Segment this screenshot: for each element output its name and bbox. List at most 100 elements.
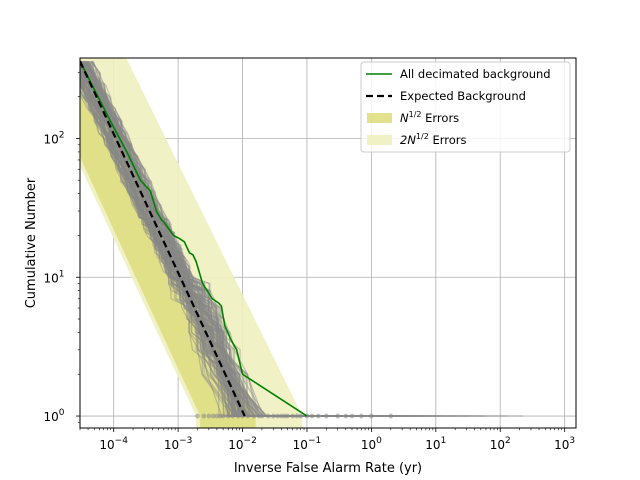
background-trial-line bbox=[80, 73, 524, 417]
background-trial-line bbox=[80, 84, 254, 417]
background-trial-endpoint bbox=[265, 413, 271, 419]
background-trial-line bbox=[80, 62, 353, 417]
background-trial-endpoint bbox=[315, 413, 321, 419]
legend-label: Expected Background bbox=[400, 89, 526, 103]
background-trial-line bbox=[81, 61, 437, 417]
background-trial-line bbox=[80, 75, 246, 417]
background-trial-line bbox=[80, 63, 308, 417]
background-trial-endpoint bbox=[285, 413, 290, 419]
x-tick-base: 10 bbox=[293, 438, 308, 452]
background-trial-line bbox=[81, 60, 256, 417]
x-tick-base: 10 bbox=[490, 438, 505, 452]
background-trial-endpoint bbox=[214, 413, 220, 419]
background-trial-endpoint bbox=[220, 413, 226, 419]
y-tick-exponent: 2 bbox=[59, 130, 65, 140]
background-trial-line bbox=[90, 61, 378, 417]
background-trial-line bbox=[80, 61, 251, 417]
background-trial-line bbox=[80, 70, 425, 417]
x-tick-exponent: −2 bbox=[244, 436, 257, 446]
legend-label-sup: 1/2 bbox=[416, 132, 429, 141]
background-trial-line bbox=[80, 63, 299, 417]
background-trial-endpoint bbox=[290, 413, 296, 419]
background-trial-endpoint bbox=[245, 413, 251, 419]
background-trial-line bbox=[84, 60, 244, 417]
background-trial-line bbox=[80, 77, 255, 417]
data-series bbox=[80, 60, 308, 417]
background-trial-line bbox=[80, 72, 247, 417]
legend: All decimated background Expected Backgro… bbox=[360, 61, 571, 153]
background-trial-endpoint bbox=[195, 413, 200, 419]
background-trial-line bbox=[80, 68, 262, 417]
background-trial-line bbox=[80, 67, 299, 417]
background-trial-line bbox=[80, 79, 277, 417]
y-tick-exponent: 1 bbox=[59, 269, 65, 279]
background-trial-line bbox=[80, 70, 243, 417]
x-tick-label: 10−2 bbox=[228, 436, 257, 452]
background-trial-endpoint bbox=[210, 413, 216, 419]
background-trial-endpoint bbox=[388, 413, 394, 419]
x-axis: 10−4 10−3 10−2 10−1 100 101 102 103 bbox=[79, 428, 575, 452]
x-tick-exponent: −4 bbox=[115, 436, 129, 446]
y-axis-label: Cumulative Number bbox=[24, 177, 39, 308]
background-trial-line bbox=[86, 61, 265, 417]
x-tick-exponent: 1 bbox=[441, 436, 447, 446]
y-tick-base: 10 bbox=[43, 271, 58, 285]
legend-label: 2N1/2 Errors bbox=[400, 132, 466, 147]
background-trial-line bbox=[80, 73, 246, 417]
error-bands bbox=[80, 58, 303, 428]
background-trial-line bbox=[80, 78, 403, 417]
background-trial-line bbox=[84, 60, 284, 417]
background-trial-line bbox=[80, 65, 328, 417]
background-trial-endpoint bbox=[201, 413, 207, 419]
legend-label: N1/2 Errors bbox=[400, 110, 459, 125]
error-band-2sigma bbox=[80, 58, 303, 428]
expected-background-line bbox=[80, 60, 246, 417]
background-trial-line bbox=[80, 88, 404, 417]
background-trial-line bbox=[82, 61, 277, 417]
x-tick-base: 10 bbox=[99, 438, 114, 452]
background-trial-endpoint bbox=[343, 413, 349, 419]
background-trial-line bbox=[83, 60, 262, 417]
background-trial-line bbox=[91, 61, 259, 417]
background-trial-endpoint bbox=[235, 413, 241, 419]
background-trial-line bbox=[86, 61, 252, 417]
background-trial-line bbox=[81, 61, 339, 417]
background-trial-endpoint bbox=[251, 413, 257, 419]
background-trial-line bbox=[87, 61, 245, 417]
background-trial-line bbox=[87, 61, 285, 417]
x-axis-label: Inverse False Alarm Rate (yr) bbox=[234, 461, 422, 476]
legend-label-prefix: 2N bbox=[400, 133, 416, 147]
background-trial-line bbox=[80, 75, 419, 417]
x-tick-base: 10 bbox=[425, 438, 440, 452]
background-trial-endpoint bbox=[359, 413, 364, 419]
background-trial-endpoint bbox=[309, 413, 315, 419]
background-trial-line bbox=[88, 61, 266, 417]
legend-box bbox=[360, 61, 571, 153]
background-trial-line bbox=[80, 64, 243, 417]
background-trial-line bbox=[80, 81, 443, 417]
background-trial-line bbox=[80, 60, 244, 417]
x-tick-exponent: −3 bbox=[179, 436, 192, 446]
plot-layer bbox=[80, 58, 524, 428]
background-trial-line bbox=[85, 60, 253, 417]
background-trial-endpoint bbox=[298, 413, 304, 419]
x-tick-label: 100 bbox=[361, 436, 382, 452]
background-trial-line bbox=[86, 60, 264, 417]
background-trial-endpoints bbox=[195, 413, 394, 419]
background-trial-line bbox=[85, 60, 262, 417]
background-trial-line bbox=[80, 71, 243, 417]
x-tick-base: 10 bbox=[554, 438, 569, 452]
legend-label-prefix: N bbox=[400, 111, 409, 125]
background-trial-line bbox=[80, 78, 311, 417]
background-trial-line bbox=[84, 61, 246, 417]
background-trial-line bbox=[80, 70, 254, 417]
background-trial-line bbox=[80, 84, 277, 417]
background-trial-endpoint bbox=[206, 413, 212, 419]
background-trial-endpoint bbox=[349, 413, 355, 419]
background-trial-line bbox=[80, 86, 509, 417]
y-tick-label: 100 bbox=[43, 408, 64, 424]
background-trial-line bbox=[80, 68, 427, 417]
background-trial-endpoint bbox=[270, 413, 276, 419]
y-tick-label: 101 bbox=[43, 269, 64, 285]
background-trial-line bbox=[80, 63, 246, 417]
